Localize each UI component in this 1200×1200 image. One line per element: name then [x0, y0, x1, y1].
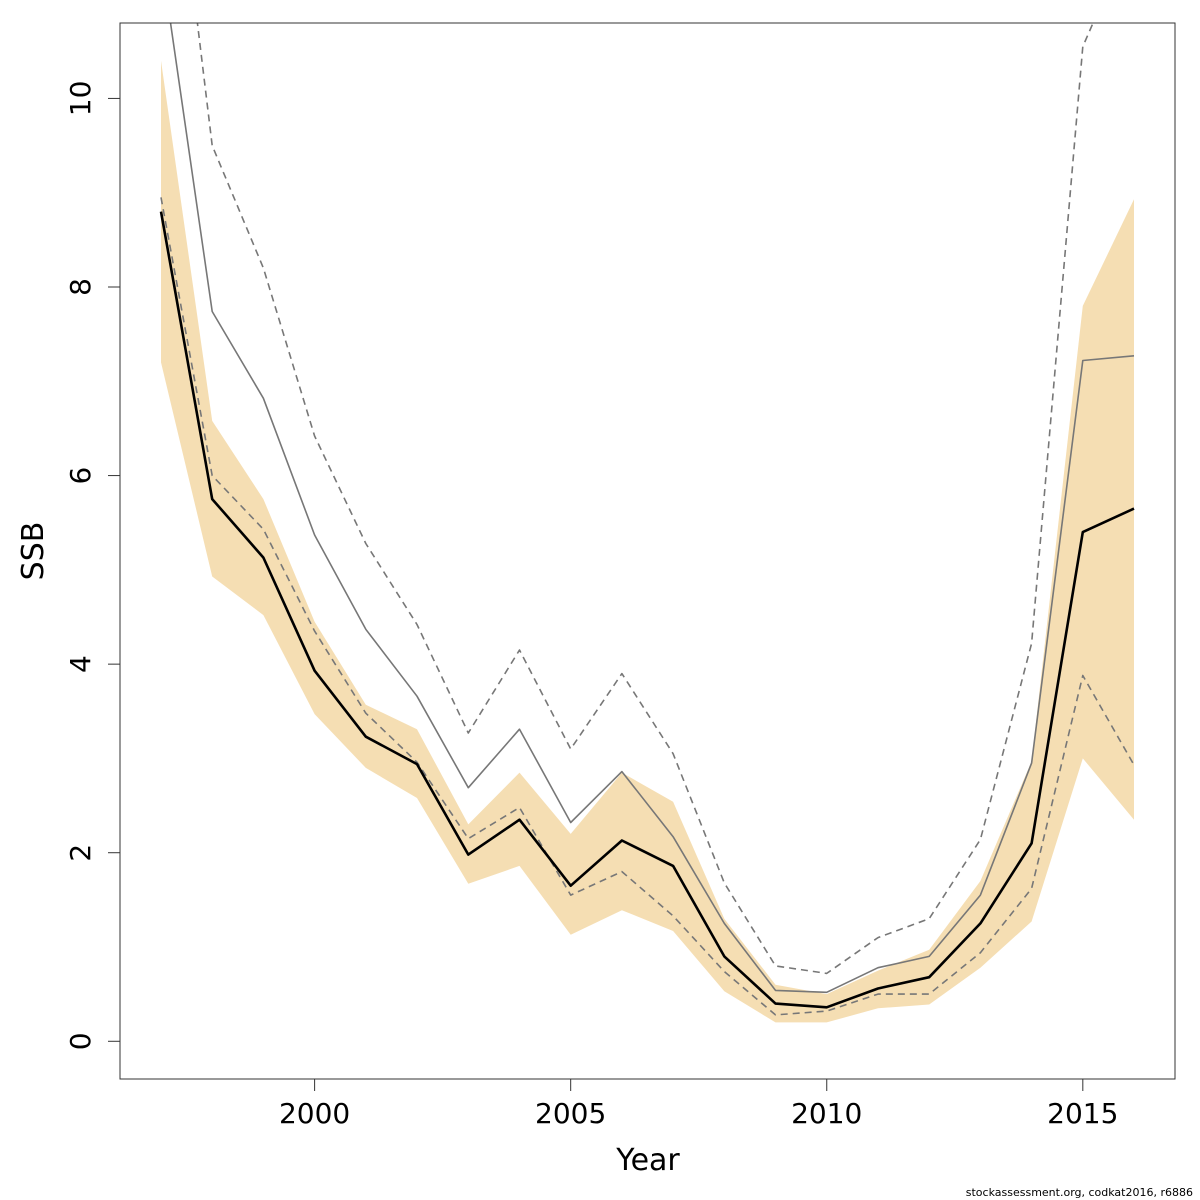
y-tick-label: 6 — [64, 467, 97, 485]
y-axis: 0 2 4 6 8 10 — [64, 81, 121, 1050]
y-tick-label: 8 — [64, 278, 97, 296]
x-tick-label: 2010 — [791, 1097, 862, 1130]
x-tick-label: 2000 — [279, 1097, 350, 1130]
series-line-solid-grey — [169, 23, 1135, 994]
y-tick-label: 4 — [64, 655, 97, 673]
confidence-band — [161, 60, 1134, 1023]
plot-area — [159, 23, 1135, 1023]
series-line-dashed-upper — [196, 23, 1094, 975]
series-line-dashed-lower — [160, 197, 1135, 1016]
y-tick-label: 0 — [64, 1032, 97, 1050]
x-axis: 2000 2005 2010 2015 — [279, 1078, 1118, 1130]
y-tick-label: 2 — [64, 844, 97, 862]
series-line-solid-black — [159, 211, 1135, 1009]
y-axis-title: SSB — [16, 522, 51, 581]
credit-text: stockassessment.org, codkat2016, r6886 — [966, 1186, 1193, 1199]
x-tick-label: 2005 — [535, 1097, 606, 1130]
x-axis-title: Year — [615, 1143, 680, 1178]
x-tick-label: 2015 — [1047, 1097, 1118, 1130]
y-tick-label: 10 — [64, 81, 97, 117]
